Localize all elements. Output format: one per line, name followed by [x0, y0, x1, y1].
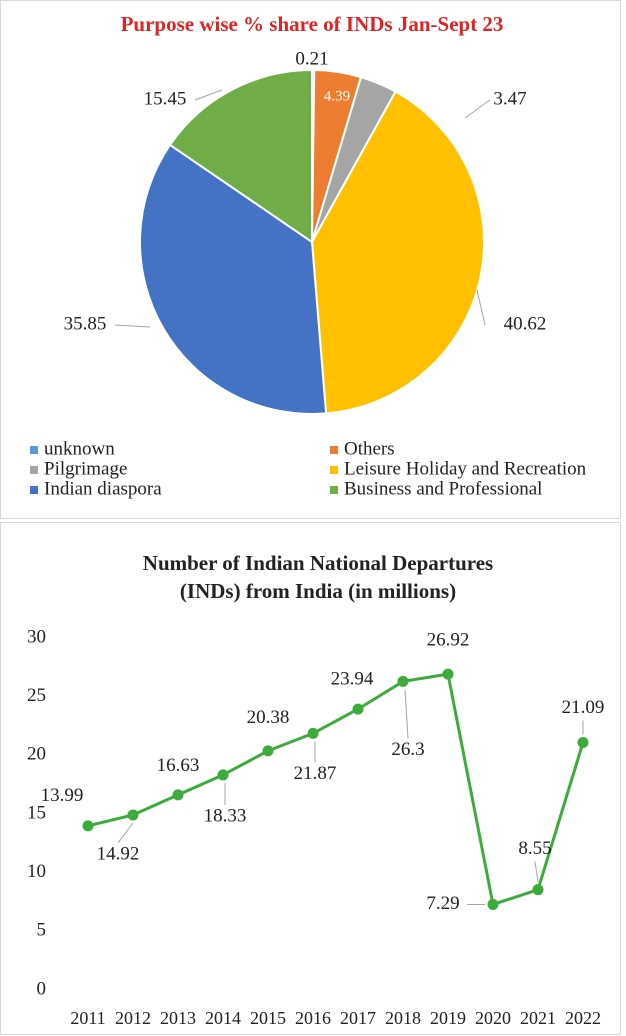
data-label: 8.55: [518, 838, 551, 859]
leader-line: [117, 822, 134, 844]
legend-label: Others: [344, 438, 395, 459]
point: [307, 727, 319, 739]
data-label: 40.62: [504, 313, 547, 334]
x-tick-label: 2021: [520, 1008, 556, 1028]
line-frame: [0, 522, 621, 1035]
leader-line: [464, 99, 491, 119]
x-tick-label: 2011: [70, 1008, 105, 1028]
data-label: 15.45: [144, 88, 187, 109]
x-tick-label: 2014: [205, 1008, 241, 1028]
x-tick-label: 2019: [430, 1008, 466, 1028]
leader-line: [114, 324, 151, 328]
point: [442, 668, 454, 680]
legend-swatch: [330, 446, 338, 454]
point: [487, 898, 499, 910]
pie-slice: [310, 90, 485, 415]
point: [577, 737, 589, 749]
x-tick-label: 2013: [160, 1008, 196, 1028]
legend-label: Business and Professional: [344, 478, 542, 499]
data-label: 14.92: [97, 843, 140, 864]
data-label: 21.09: [562, 697, 605, 718]
point: [217, 769, 229, 781]
data-label: 4.39: [324, 88, 350, 104]
legend-label: unknown: [44, 438, 115, 459]
legend-swatch: [30, 486, 38, 494]
data-label: 3.47: [493, 88, 526, 109]
point: [172, 789, 184, 801]
leader-line: [404, 689, 409, 739]
y-tick-label: 30: [27, 626, 46, 647]
data-label: 20.38: [247, 707, 290, 728]
y-tick-label: 25: [27, 685, 46, 706]
data-label: 26.92: [427, 629, 470, 650]
line-series: [87, 672, 585, 907]
data-label: 23.94: [331, 668, 374, 689]
legend-label: Indian diaspora: [44, 478, 162, 499]
point: [127, 809, 139, 821]
data-label: 0.21: [295, 48, 328, 69]
data-label: 16.63: [157, 755, 200, 776]
x-tick-label: 2022: [565, 1008, 601, 1028]
point: [397, 675, 409, 687]
legend-swatch: [330, 486, 338, 494]
point: [352, 703, 364, 715]
legend-label: Pilgrimage: [44, 458, 127, 479]
legend-swatch: [30, 466, 38, 474]
point: [532, 884, 544, 896]
y-tick-label: 15: [27, 802, 46, 823]
x-tick-label: 2016: [295, 1008, 331, 1028]
line-title: Number of Indian National Departures: [143, 551, 493, 575]
pie-frame: [0, 0, 621, 519]
y-tick-label: 0: [37, 978, 47, 999]
legend-swatch: [330, 466, 338, 474]
data-label: 7.29: [426, 893, 459, 914]
legend-label: Leisure Holiday and Recreation: [344, 458, 587, 479]
leader-line: [534, 861, 539, 882]
point: [262, 745, 274, 757]
pie-slice: [168, 68, 313, 244]
x-tick-label: 2015: [250, 1008, 286, 1028]
leader-line: [476, 289, 486, 326]
data-label: 13.99: [41, 785, 84, 806]
data-label: 21.87: [294, 763, 337, 784]
y-tick-label: 5: [37, 920, 47, 941]
x-tick-label: 2017: [340, 1008, 376, 1028]
pie-slice: [139, 143, 328, 415]
y-tick-label: 20: [27, 744, 46, 765]
data-label: 26.3: [391, 739, 424, 760]
point: [82, 820, 94, 832]
x-tick-label: 2012: [115, 1008, 151, 1028]
x-tick-label: 2020: [475, 1008, 511, 1028]
line-title: (INDs) from India (in millions): [180, 579, 456, 603]
legend-swatch: [30, 446, 38, 454]
y-tick-label: 10: [27, 861, 46, 882]
data-label: 18.33: [204, 805, 247, 826]
pie-title: Purpose wise % share of INDs Jan-Sept 23: [121, 12, 504, 36]
x-tick-label: 2018: [385, 1008, 421, 1028]
data-label: 35.85: [64, 313, 107, 334]
leader-line: [194, 89, 223, 101]
